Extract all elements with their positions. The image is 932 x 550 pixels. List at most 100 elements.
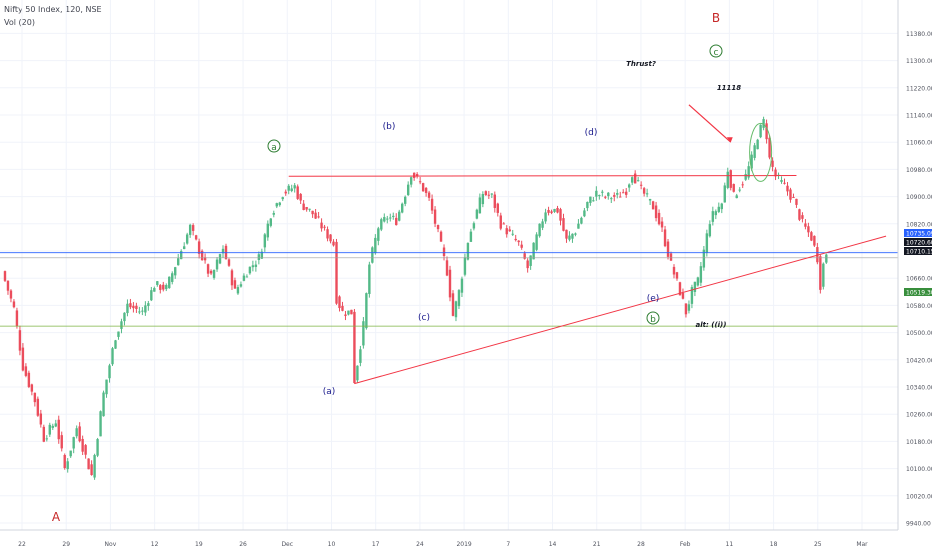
candle — [466, 242, 470, 261]
candle-body — [221, 248, 225, 254]
candle — [269, 217, 272, 228]
annotation-wave[interactable]: (d) — [585, 128, 598, 138]
candle-body — [359, 349, 362, 363]
candle — [174, 266, 177, 279]
annotation-wave-circled[interactable]: c — [714, 48, 719, 58]
annotation-wave[interactable]: (e) — [647, 294, 660, 304]
candle — [684, 303, 688, 318]
candle-body — [553, 208, 556, 212]
candle-body — [684, 303, 688, 315]
candle-body — [523, 253, 526, 259]
annotation-wave-circled[interactable]: b — [650, 315, 656, 325]
candle-body — [404, 196, 407, 204]
candle — [448, 265, 452, 302]
annotation-wave[interactable]: (c) — [418, 313, 430, 323]
x-tick-label: 7 — [506, 541, 510, 548]
x-tick-label: 21 — [593, 541, 601, 548]
price-badge-value: 10735.09 — [906, 231, 932, 238]
candle-body — [717, 206, 720, 212]
candle — [129, 298, 132, 310]
candle — [165, 283, 168, 292]
thrust-arrow[interactable] — [688, 104, 732, 143]
candle — [651, 200, 655, 210]
candle — [66, 458, 69, 473]
candle-body — [114, 340, 117, 349]
candle — [783, 178, 786, 185]
candle-body — [365, 293, 368, 329]
candle-body — [150, 290, 153, 301]
candle-body — [433, 209, 437, 224]
annotation-note[interactable]: 11118 — [717, 84, 741, 92]
candle-body — [194, 235, 198, 240]
candle — [723, 182, 726, 203]
candle — [741, 181, 744, 188]
candle-body — [168, 276, 171, 289]
volume-indicator-label[interactable]: Vol (20) — [4, 18, 35, 27]
annotation-wave[interactable]: (a) — [323, 387, 336, 397]
price-badge-bg — [904, 229, 932, 237]
resistance-line[interactable] — [288, 175, 797, 177]
candle-body — [604, 196, 607, 198]
candle-body — [550, 211, 553, 213]
candle — [412, 172, 416, 181]
candle — [12, 299, 16, 309]
candle — [359, 345, 362, 367]
candle — [628, 183, 631, 192]
candle — [386, 215, 389, 224]
candle-body — [177, 258, 180, 266]
candle-body — [242, 275, 246, 281]
candle-body — [362, 321, 365, 346]
candle — [526, 258, 529, 273]
candle-body — [48, 424, 51, 435]
candle — [630, 176, 634, 186]
candle-body — [526, 260, 529, 269]
candle-body — [583, 210, 586, 217]
candle-body — [87, 458, 90, 470]
candle — [332, 239, 335, 247]
candle — [535, 232, 538, 252]
annotation-wave-circled[interactable]: a — [271, 143, 277, 153]
rising-support-line[interactable] — [354, 252, 827, 385]
candle-body — [180, 251, 183, 260]
candle — [565, 229, 568, 243]
candle — [150, 286, 153, 302]
top-highlight-ellipse[interactable] — [749, 122, 773, 182]
candle — [666, 238, 670, 260]
candle-body — [774, 169, 777, 177]
candle-body — [182, 246, 186, 250]
annotation-note[interactable]: Thrust? — [626, 60, 656, 68]
candle-body — [699, 266, 703, 283]
candle — [636, 177, 640, 182]
candle-body — [257, 254, 261, 261]
candle-body — [386, 218, 389, 220]
candle — [648, 198, 652, 205]
annotation-note[interactable]: alt: ((i)) — [696, 321, 727, 329]
y-tick-label: 10820.00 — [906, 221, 932, 228]
annotation-wave[interactable]: A — [52, 510, 61, 524]
candle-body — [457, 290, 461, 307]
candle — [263, 232, 267, 252]
candle-body — [356, 365, 359, 381]
annotation-wave[interactable]: (b) — [383, 122, 396, 132]
candle — [51, 423, 54, 430]
candle-body — [622, 192, 625, 194]
candle — [433, 206, 437, 228]
x-tick-label: 19 — [195, 541, 203, 548]
candle — [568, 231, 571, 242]
candle-body — [188, 224, 192, 235]
candle — [75, 425, 78, 439]
candle-body — [514, 238, 517, 241]
candle-body — [484, 191, 488, 196]
candle-body — [762, 119, 765, 128]
candle-body — [825, 254, 828, 263]
price-badge-value: 10519.30 — [906, 290, 932, 297]
candle-body — [60, 435, 63, 449]
annotation-wave[interactable]: B — [712, 11, 720, 25]
rising-support-extension[interactable] — [826, 235, 887, 254]
candle — [404, 195, 407, 207]
candle-body — [341, 305, 344, 311]
candle — [278, 201, 281, 207]
candle-body — [123, 312, 126, 322]
candle — [463, 253, 467, 277]
